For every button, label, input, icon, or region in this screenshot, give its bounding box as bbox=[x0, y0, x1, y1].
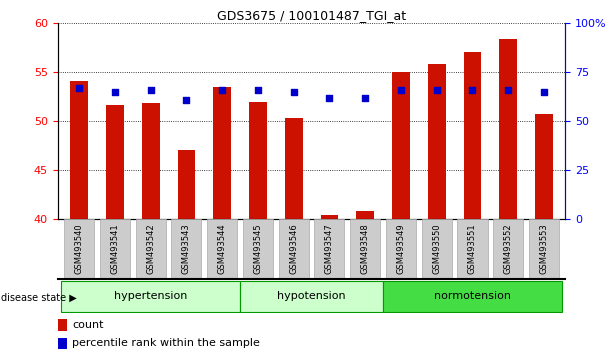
Text: GSM493551: GSM493551 bbox=[468, 223, 477, 274]
Point bbox=[325, 95, 334, 101]
Text: GSM493550: GSM493550 bbox=[432, 223, 441, 274]
Bar bbox=[58, 319, 67, 331]
FancyBboxPatch shape bbox=[240, 281, 383, 312]
FancyBboxPatch shape bbox=[171, 219, 201, 278]
Text: GSM493544: GSM493544 bbox=[218, 223, 227, 274]
Point bbox=[110, 89, 120, 95]
FancyBboxPatch shape bbox=[243, 219, 273, 278]
FancyBboxPatch shape bbox=[278, 219, 309, 278]
FancyBboxPatch shape bbox=[529, 219, 559, 278]
Bar bbox=[428, 64, 446, 219]
Text: GSM493542: GSM493542 bbox=[146, 223, 155, 274]
FancyBboxPatch shape bbox=[100, 219, 130, 278]
FancyBboxPatch shape bbox=[422, 219, 452, 278]
Point bbox=[432, 87, 441, 93]
Bar bbox=[213, 87, 231, 219]
Text: GSM493545: GSM493545 bbox=[254, 223, 263, 274]
Bar bbox=[392, 72, 410, 219]
Text: count: count bbox=[72, 320, 103, 330]
Point bbox=[217, 87, 227, 93]
Bar bbox=[71, 81, 88, 219]
Bar bbox=[106, 104, 124, 219]
FancyBboxPatch shape bbox=[350, 219, 380, 278]
Text: hypotension: hypotension bbox=[277, 291, 346, 302]
Point bbox=[289, 89, 299, 95]
Bar bbox=[535, 114, 553, 219]
Bar bbox=[463, 52, 482, 219]
Point bbox=[468, 87, 477, 93]
Point bbox=[74, 85, 84, 91]
Bar bbox=[320, 215, 339, 219]
Bar bbox=[58, 338, 67, 349]
Point bbox=[361, 95, 370, 101]
Point bbox=[146, 87, 156, 93]
Text: hypertension: hypertension bbox=[114, 291, 187, 302]
Text: disease state ▶: disease state ▶ bbox=[1, 292, 77, 302]
Text: percentile rank within the sample: percentile rank within the sample bbox=[72, 338, 260, 348]
FancyBboxPatch shape bbox=[457, 219, 488, 278]
Text: GSM493547: GSM493547 bbox=[325, 223, 334, 274]
Point bbox=[503, 87, 513, 93]
Bar bbox=[178, 150, 195, 219]
Bar bbox=[356, 211, 374, 219]
Bar bbox=[142, 103, 160, 219]
Point bbox=[253, 87, 263, 93]
Text: GSM493553: GSM493553 bbox=[539, 223, 548, 274]
Text: GSM493541: GSM493541 bbox=[111, 223, 119, 274]
FancyBboxPatch shape bbox=[207, 219, 237, 278]
FancyBboxPatch shape bbox=[136, 219, 166, 278]
Bar bbox=[285, 118, 303, 219]
FancyBboxPatch shape bbox=[64, 219, 94, 278]
Text: GSM493546: GSM493546 bbox=[289, 223, 298, 274]
Bar bbox=[499, 39, 517, 219]
Bar bbox=[249, 102, 267, 219]
FancyBboxPatch shape bbox=[493, 219, 523, 278]
Text: GSM493548: GSM493548 bbox=[361, 223, 370, 274]
FancyBboxPatch shape bbox=[314, 219, 345, 278]
FancyBboxPatch shape bbox=[386, 219, 416, 278]
Point bbox=[182, 97, 192, 102]
Title: GDS3675 / 100101487_TGI_at: GDS3675 / 100101487_TGI_at bbox=[217, 9, 406, 22]
Text: GSM493540: GSM493540 bbox=[75, 223, 84, 274]
Text: GSM493552: GSM493552 bbox=[504, 223, 513, 274]
Text: GSM493543: GSM493543 bbox=[182, 223, 191, 274]
Point bbox=[539, 89, 549, 95]
FancyBboxPatch shape bbox=[383, 281, 562, 312]
Text: normotension: normotension bbox=[434, 291, 511, 302]
FancyBboxPatch shape bbox=[61, 281, 240, 312]
Point bbox=[396, 87, 406, 93]
Text: GSM493549: GSM493549 bbox=[396, 223, 406, 274]
